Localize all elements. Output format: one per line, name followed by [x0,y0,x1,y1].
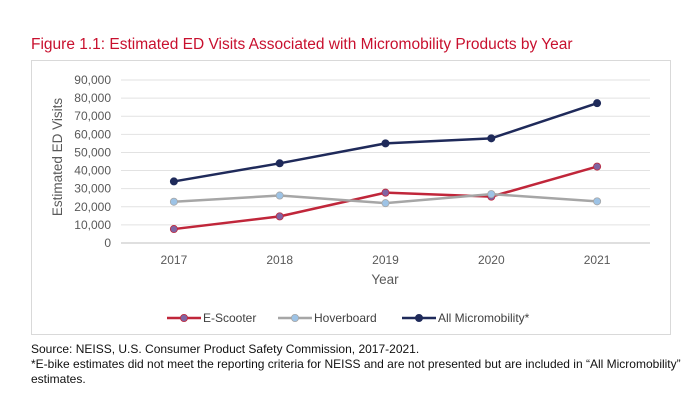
data-point [169,197,178,206]
y-tick-label: 60,000 [74,127,111,141]
x-tick-label: 2020 [478,253,505,267]
source-note: Source: NEISS, U.S. Consumer Product Saf… [31,342,420,356]
chart-frame [31,60,671,335]
y-tick-label: 70,000 [74,109,111,123]
y-axis-ticks: 0 10,000 20,000 30,000 40,000 50,000 60,000 70,… [74,73,111,250]
data-point [381,139,390,148]
figure-title: Figure 1.1: Estimated ED Visits Associat… [31,36,573,53]
data-point [593,162,602,171]
data-series [169,99,602,234]
gridlines [121,79,650,244]
x-tick-label: 2019 [372,253,399,267]
data-point [381,188,390,197]
y-tick-label: 80,000 [74,91,111,105]
data-point [275,212,284,221]
data-point [487,190,496,199]
footnote: *E-bike estimates did not meet the repor… [31,357,681,386]
y-tick-label: 0 [104,236,111,250]
series-all-micromobility [169,99,602,186]
series-hoverboard [169,190,602,208]
legend-swatch-marker [414,313,423,322]
data-point [275,191,284,200]
x-axis-title: Year [371,272,399,287]
legend-swatch-marker [179,313,188,322]
source-notes: Source: NEISS, U.S. Consumer Product Saf… [31,342,691,387]
legend-item: All Micromobility* [402,311,530,325]
y-tick-label: 90,000 [74,73,111,87]
y-tick-label: 20,000 [74,200,111,214]
x-tick-label: 2017 [161,253,188,267]
legend-item: Hoverboard [278,311,377,325]
x-tick-label: 2021 [584,253,611,267]
data-point [593,99,602,108]
y-axis-title: Estimated ED Visits [50,98,65,217]
legend-swatch-marker [290,313,299,322]
legend-label: Hoverboard [314,311,377,325]
data-point [169,177,178,186]
legend-label: All Micromobility* [438,311,530,325]
series-e-scooter [169,162,602,234]
y-tick-label: 10,000 [74,218,111,232]
data-point [169,225,178,234]
legend-item: E-Scooter [167,311,256,325]
data-point [381,199,390,208]
y-tick-label: 30,000 [74,182,111,196]
x-axis-ticks: 2017 2018 2019 2020 2021 [161,253,611,267]
data-point [275,159,284,168]
data-point [593,197,602,206]
legend: E-Scooter Hoverboard All Micromobility* [167,311,530,325]
data-point [487,134,496,143]
line-chart: 0 10,000 20,000 30,000 40,000 50,000 60,000 70,… [50,73,650,325]
y-tick-label: 40,000 [74,164,111,178]
x-tick-label: 2018 [266,253,293,267]
legend-label: E-Scooter [203,311,256,325]
y-tick-label: 50,000 [74,145,111,159]
